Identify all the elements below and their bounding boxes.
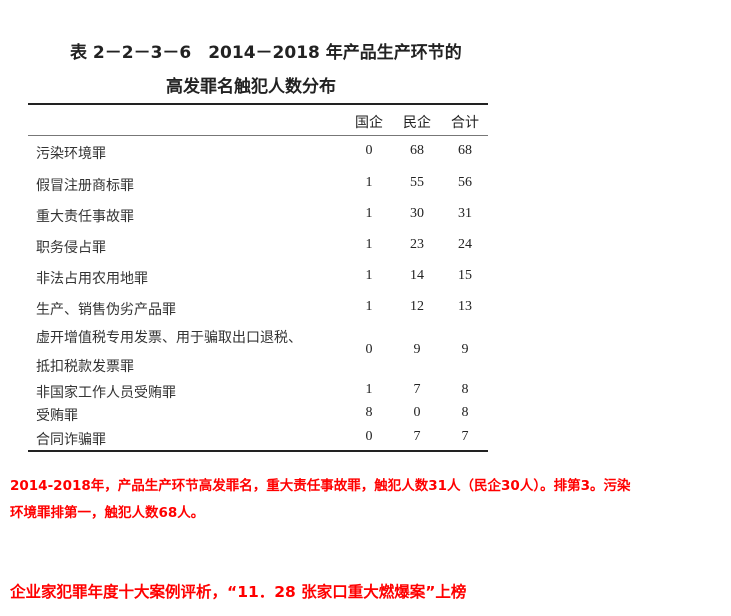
- cell-value: 0: [365, 342, 373, 357]
- cell-value: 7: [413, 382, 421, 397]
- row-label-cont: 抵扣税款发票罪: [36, 359, 134, 375]
- cell-value: 13: [458, 299, 472, 314]
- row-label: 虚开增值税专用发票、用于骗取出口退税、: [36, 330, 302, 346]
- cell-value: 15: [458, 268, 472, 283]
- cell-value: 8: [461, 405, 469, 420]
- cell-value: 1: [365, 268, 373, 283]
- column-header: 国企: [355, 115, 383, 131]
- row-label: 职务侵占罪: [36, 240, 106, 256]
- cell-value: 0: [365, 143, 373, 158]
- cell-value: 55: [410, 175, 424, 190]
- cell-value: 8: [365, 405, 373, 420]
- cell-value: 7: [413, 429, 421, 444]
- cell-value: 1: [365, 299, 373, 314]
- cell-value: 8: [461, 382, 469, 397]
- cell-value: 31: [458, 206, 472, 221]
- cell-value: 23: [410, 237, 424, 252]
- cell-value: 68: [410, 143, 424, 158]
- row-label: 非国家工作人员受贿罪: [36, 385, 176, 401]
- cell-value: 56: [458, 175, 472, 190]
- header-rule: [28, 135, 488, 136]
- row-label: 假冒注册商标罪: [36, 178, 134, 194]
- row-label: 受贿罪: [36, 408, 78, 424]
- cell-value: 12: [410, 299, 424, 314]
- cell-value: 9: [413, 342, 421, 357]
- note-line1: 2014-2018年，产品生产环节高发罪名，重大责任事故罪，触犯人数31人（民企…: [10, 478, 631, 494]
- cell-value: 1: [365, 237, 373, 252]
- bottom-rule: [28, 450, 488, 452]
- cell-value: 1: [365, 382, 373, 397]
- note-line2: 环境罪排第一，触犯人数68人。: [10, 505, 205, 521]
- cell-value: 9: [461, 342, 469, 357]
- cell-value: 14: [410, 268, 424, 283]
- row-label: 污染环境罪: [36, 146, 106, 162]
- cell-value: 30: [410, 206, 424, 221]
- row-label: 非法占用农用地罪: [36, 271, 148, 287]
- headline-link[interactable]: 企业家犯罪年度十大案例评析，“11．28 张家口重大燃爆案”上榜: [10, 583, 467, 601]
- row-label: 合同诈骗罪: [36, 432, 106, 448]
- table-title-line2: 高发罪名触犯人数分布: [166, 77, 336, 97]
- cell-value: 0: [413, 405, 421, 420]
- cell-value: 0: [365, 429, 373, 444]
- row-label: 重大责任事故罪: [36, 209, 134, 225]
- column-header: 民企: [403, 115, 431, 131]
- cell-value: 1: [365, 175, 373, 190]
- table-title-line1: 表 2－2－3－6 2014－2018 年产品生产环节的: [70, 43, 462, 63]
- cell-value: 1: [365, 206, 373, 221]
- cell-value: 7: [461, 429, 469, 444]
- cell-value: 24: [458, 237, 472, 252]
- column-header: 合计: [451, 115, 479, 131]
- top-rule: [28, 103, 488, 105]
- cell-value: 68: [458, 143, 472, 158]
- row-label: 生产、销售伪劣产品罪: [36, 302, 176, 318]
